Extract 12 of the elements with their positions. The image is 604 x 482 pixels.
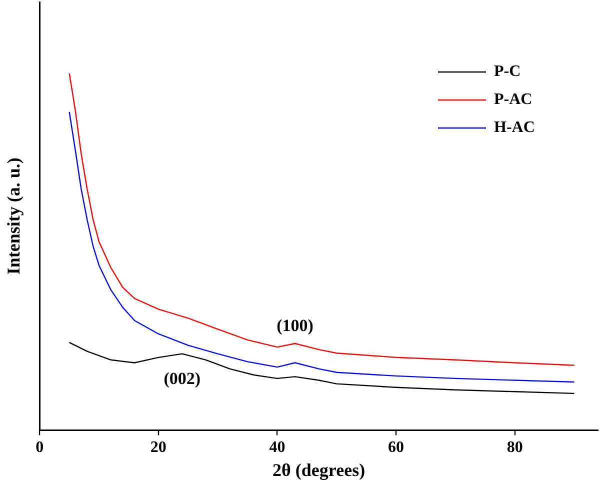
x-tick-label: 60: [388, 438, 404, 456]
annotation: (100): [276, 316, 314, 335]
x-tick-label: 20: [150, 438, 166, 456]
x-tick-label: 80: [506, 438, 523, 456]
x-tick-label: 0: [36, 438, 44, 456]
legend-label: P-AC: [494, 91, 532, 108]
legend-label: P-C: [494, 63, 521, 80]
annotation: (002): [164, 369, 201, 388]
legend-label: H-AC: [494, 119, 535, 136]
x-axis-title: 2θ (degrees): [272, 460, 366, 480]
y-axis-title: Intensity (a. u.): [3, 158, 24, 275]
x-tick-label: 40: [269, 438, 286, 456]
